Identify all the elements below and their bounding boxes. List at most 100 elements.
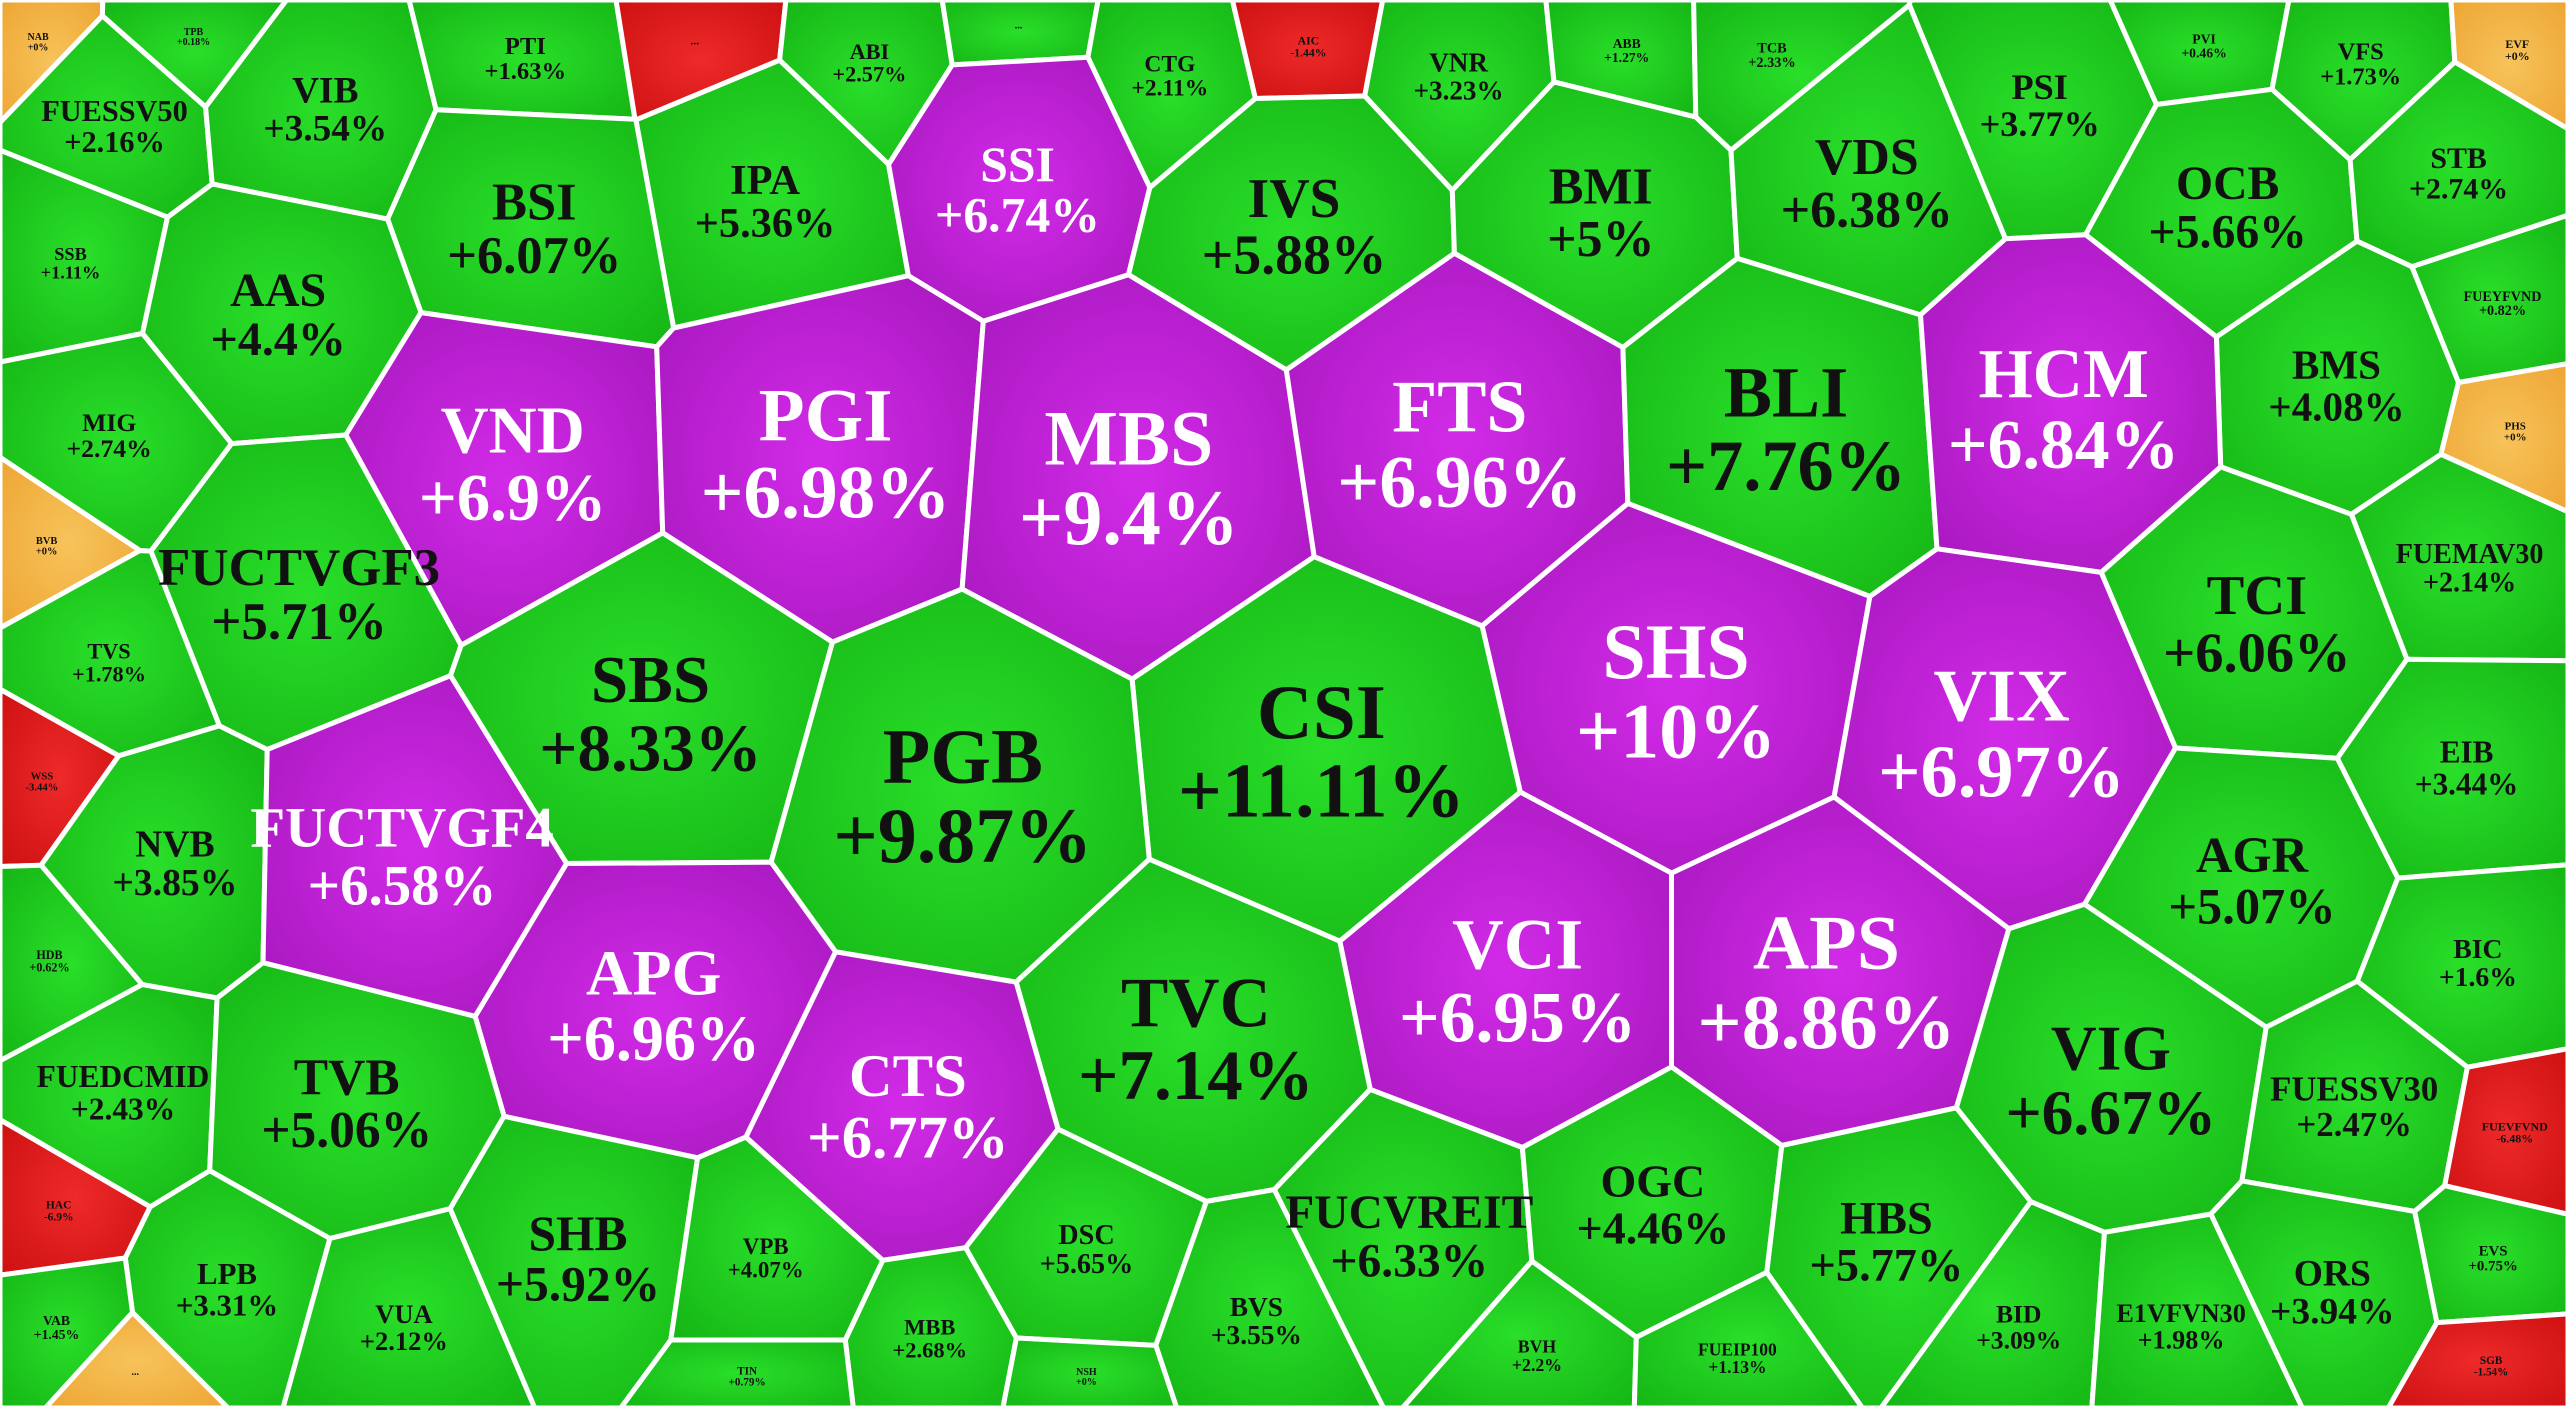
ticker-label-vci: VCI	[1452, 906, 1583, 985]
change-label-sgb: -1.54%	[2474, 1367, 2509, 1379]
ticker-label-sgb: SGB	[2480, 1355, 2503, 1367]
ticker-label-bvb: BVB	[36, 536, 57, 547]
ticker-label-aps: APS	[1753, 900, 1900, 986]
ticker-label-hbs: HBS	[1840, 1193, 1933, 1244]
change-label-apg: +6.96%	[547, 1003, 760, 1074]
ticker-label-bms: BMS	[2292, 342, 2381, 388]
ticker-label-eib: EIB	[2440, 735, 2494, 770]
change-label-hac: -6.9%	[44, 1211, 74, 1223]
change-label-e1vfvn30: +1.98%	[2138, 1326, 2225, 1355]
ticker-label-tvb: TVB	[294, 1049, 400, 1106]
change-label-cts: +6.77%	[807, 1105, 1008, 1172]
change-label-evs: +0.75%	[2468, 1259, 2517, 1275]
change-label-ssi: +6.74%	[935, 188, 1100, 243]
change-label-ssb: +1.11%	[41, 262, 101, 282]
change-label-mbb: +2.68%	[892, 1338, 967, 1363]
change-label-nab: +0%	[28, 42, 49, 53]
change-label-bsi: +6.07%	[447, 227, 621, 285]
ticker-label-mbs: MBS	[1044, 395, 1213, 482]
change-label-abb: +1.27%	[1604, 50, 1649, 65]
change-label-abi: +2.57%	[832, 62, 906, 87]
change-label-tin: +0.79%	[729, 1377, 766, 1389]
ticker-label-bvs: BVS	[1230, 1292, 1283, 1322]
ticker-label-fucvreit: FUCVREIT	[1285, 1187, 1533, 1239]
change-label-vix: +6.97%	[1878, 731, 2125, 813]
ticker-label-vua: VUA	[375, 1299, 432, 1329]
ticker-label-psi: PSI	[2012, 67, 2068, 107]
ticker-label-hidden-5: ...	[1015, 21, 1023, 32]
change-label-pgi: +6.98%	[701, 452, 951, 535]
change-label-fuevfvnd: -6.48%	[2496, 1132, 2533, 1146]
cell-evf[interactable]	[2448, 0, 2568, 132]
change-label-vpb: +4.07%	[728, 1258, 804, 1283]
cell-hidden-5[interactable]	[939, 0, 1101, 68]
ticker-label-bic: BIC	[2453, 933, 2502, 964]
change-label-fuessv30: +2.47%	[2296, 1105, 2412, 1144]
ticker-label-tpb: TPB	[184, 27, 204, 38]
change-label-evf: +0%	[2505, 49, 2530, 63]
change-label-fueyfvnd: +0.82%	[2479, 303, 2526, 319]
change-label-vds: +6.38%	[1781, 182, 1953, 239]
change-label-vab: +1.45%	[34, 1327, 79, 1342]
ticker-label-pvi: PVI	[2192, 32, 2216, 47]
ticker-label-bli: BLI	[1724, 353, 1849, 433]
change-label-ocb: +5.66%	[2149, 206, 2307, 259]
ticker-label-hac: HAC	[46, 1200, 72, 1212]
change-label-aps: +8.86%	[1697, 979, 1955, 1065]
change-label-phs: +0%	[2504, 432, 2527, 444]
ticker-label-mbb: MBB	[904, 1315, 955, 1340]
change-label-tvs: +1.78%	[72, 661, 146, 686]
ticker-label-pgi: PGI	[759, 375, 893, 458]
change-label-vci: +6.95%	[1399, 979, 1636, 1058]
ticker-label-pti: PTI	[505, 33, 546, 60]
change-label-bvs: +3.55%	[1211, 1320, 1302, 1350]
change-label-wss: -3.44%	[25, 781, 58, 793]
ticker-label-bsi: BSI	[492, 174, 577, 232]
ticker-label-abi: ABI	[850, 39, 890, 64]
ticker-label-bid: BID	[1996, 1299, 2042, 1328]
change-label-vnd: +6.9%	[419, 462, 607, 535]
ticker-label-abb: ABB	[1613, 36, 1641, 51]
ticker-label-fuessv50: FUESSV50	[41, 94, 187, 128]
change-label-bvh: +2.2%	[1512, 1355, 1562, 1375]
ticker-label-vib: VIB	[292, 71, 358, 112]
change-label-sbs: +8.33%	[539, 711, 761, 785]
labels-layer: NAB+0%TPB+0.18% PTI+1.63%... ABI+2.57%...C…	[25, 21, 2548, 1389]
ticker-label-tcb: TCB	[1757, 41, 1787, 57]
ticker-label-ctg: CTG	[1144, 52, 1195, 78]
ticker-label-vnd: VND	[441, 394, 585, 467]
ticker-label-shs: SHS	[1602, 608, 1749, 695]
change-label-mbs: +9.4%	[1019, 474, 1239, 561]
ticker-label-agr: AGR	[2196, 827, 2309, 883]
change-label-tcb: +2.33%	[1748, 55, 1795, 71]
ticker-label-evs: EVS	[2479, 1243, 2508, 1259]
ticker-label-ssb: SSB	[54, 244, 87, 264]
ticker-label-sbs: SBS	[591, 643, 710, 717]
change-label-ctg: +2.11%	[1132, 76, 1209, 102]
change-label-shs: +10%	[1576, 688, 1776, 775]
change-label-ipa: +5.36%	[695, 200, 836, 247]
cell-evs[interactable]	[2412, 1183, 2568, 1326]
change-label-tci: +6.06%	[2163, 623, 2351, 685]
ticker-label-csi: CSI	[1257, 669, 1386, 755]
ticker-label-nab: NAB	[28, 32, 49, 43]
ticker-label-tin: TIN	[737, 1365, 757, 1377]
change-label-fuctvgf4: +6.58%	[308, 854, 497, 917]
change-label-aas: +4.4%	[211, 313, 346, 366]
ticker-label-hdb: HDB	[36, 948, 62, 962]
ticker-label-vpb: VPB	[743, 1234, 789, 1259]
ticker-label-fueip100: FUEIP100	[1698, 1339, 1777, 1359]
ticker-label-fuctvgf3: FUCTVGF3	[158, 539, 440, 597]
change-label-dsc: +5.65%	[1040, 1249, 1134, 1280]
ticker-label-tvs: TVS	[87, 639, 130, 664]
ticker-label-fuedcmid: FUEDCMID	[37, 1059, 210, 1094]
ticker-label-apg: APG	[586, 938, 721, 1009]
ticker-label-bmi: BMI	[1549, 158, 1653, 215]
change-label-fuctvgf3: +5.71%	[211, 593, 387, 651]
ticker-label-dsc: DSC	[1058, 1220, 1114, 1251]
change-label-bid: +3.09%	[1976, 1326, 2061, 1355]
ticker-label-stb: STB	[2430, 142, 2487, 175]
ticker-label-pgb: PGB	[883, 713, 1043, 800]
